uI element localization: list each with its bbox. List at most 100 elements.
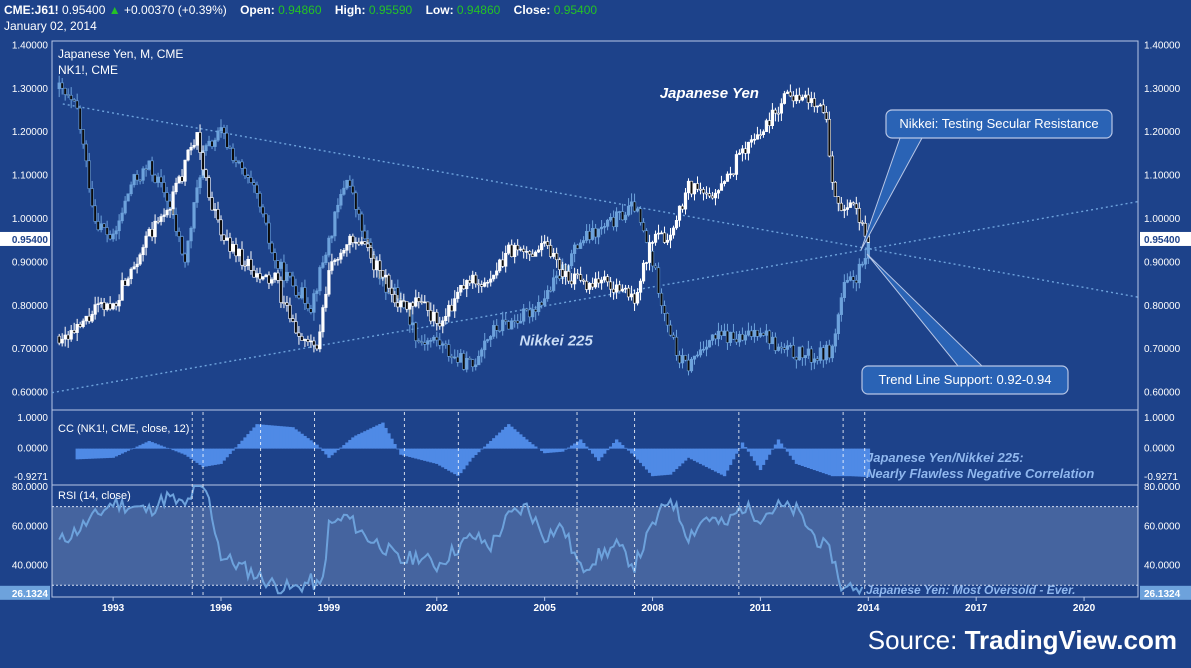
cc-tick-left: -0.9271 (14, 472, 48, 483)
cc-bar (117, 448, 121, 455)
yen-candle (354, 241, 358, 244)
cc-bar (800, 448, 805, 466)
nikkei-candle (324, 254, 328, 264)
nikkei-candle (495, 325, 499, 331)
nikkei-candle (716, 330, 721, 340)
y-tick-left: 0.90000 (12, 257, 49, 268)
yen-candle (93, 304, 97, 315)
cc-bar (791, 448, 796, 460)
cc-bar (159, 445, 163, 449)
cc-bar (522, 436, 526, 449)
y-tick-right: 0.80000 (1144, 301, 1181, 312)
nikkei-candle (653, 265, 658, 269)
x-tick-label: 2014 (857, 603, 880, 614)
cc-bar (240, 440, 244, 449)
yen-candle (671, 227, 676, 236)
cc-bar (567, 447, 571, 449)
y-tick-left: 1.40000 (12, 40, 49, 51)
cc-bar (558, 448, 562, 452)
nikkei-candle (438, 339, 442, 346)
nikkei-candle (692, 355, 697, 360)
cc-bar (504, 426, 508, 449)
source-name[interactable]: TradingView.com (964, 625, 1177, 655)
yen-candle (84, 315, 88, 322)
nikkei-candle (312, 293, 316, 313)
nikkei-candle (704, 346, 709, 350)
cc-bar (668, 448, 673, 475)
cc-bar (237, 444, 241, 449)
nikkei-candle (764, 330, 769, 336)
nikkei-candle (66, 94, 70, 96)
cc-bar (102, 448, 106, 459)
nikkei-candle (761, 332, 766, 336)
nikkei-candle (429, 340, 433, 342)
nikkei-candle (752, 329, 757, 337)
cc-bar (411, 448, 415, 458)
rsi-line (58, 485, 864, 596)
cc-bar (561, 448, 565, 452)
cc-bar (120, 448, 124, 454)
last-value-box-left (0, 231, 50, 246)
pane-border (51, 484, 1139, 598)
nikkei-candle (258, 192, 262, 208)
yen-candle (725, 173, 730, 182)
cc-bar (549, 448, 553, 453)
nikkei-candle (812, 358, 816, 363)
nikkei-candle (650, 250, 655, 267)
yen-candle (246, 259, 250, 266)
nikkei-candle (857, 263, 861, 284)
nikkei-candle (417, 340, 421, 342)
close-label: Close: (513, 3, 551, 17)
nikkei-candle (267, 222, 271, 244)
yen-candle (192, 145, 196, 148)
yen-candle (210, 197, 214, 211)
yen-candle (462, 285, 466, 290)
yen-candle (207, 177, 211, 198)
yen-candle (78, 323, 82, 327)
cc-bar (408, 448, 412, 458)
nikkei-candle (552, 277, 556, 291)
yen-candle (629, 293, 634, 298)
nikkei-candle (605, 219, 610, 227)
nikkei-candle (671, 334, 676, 338)
cc-bar (710, 448, 715, 471)
nikkei-candle (279, 261, 283, 269)
nikkei-candle (255, 184, 259, 194)
symbol[interactable]: CME:J61! (4, 3, 59, 17)
cc-bar (728, 448, 733, 465)
nikkei-candle (135, 174, 139, 181)
yen-candle (159, 216, 163, 222)
close-value: 0.95400 (553, 3, 598, 17)
y-tick-right: 1.00000 (1144, 214, 1181, 225)
yen-candle (180, 176, 184, 182)
rsi-tick-right: 80.0000 (1144, 482, 1181, 493)
cc-bar (171, 448, 175, 451)
cc-bar (692, 448, 697, 461)
cc-bar (489, 440, 493, 449)
yen-candle (315, 344, 319, 350)
nikkei-candle (120, 212, 124, 222)
cc-bar (150, 442, 154, 449)
cc-bar (219, 448, 223, 464)
nikkei-candle (291, 275, 295, 287)
nikkei-candle (668, 324, 673, 336)
cc-bar (144, 442, 148, 449)
yen-candle (638, 280, 643, 293)
yen-candle (174, 182, 178, 193)
cc-bar (315, 444, 319, 449)
nikkei-candle (504, 319, 508, 322)
cc-bar (399, 448, 403, 455)
nikkei-candle (695, 354, 700, 357)
cc-bar (432, 448, 436, 464)
cc-bar (90, 448, 94, 459)
yen-candle (719, 183, 724, 191)
cc-bar (282, 426, 286, 449)
yen-candle (492, 274, 496, 280)
cc-bar (210, 448, 214, 466)
cc-bar (216, 448, 220, 465)
yen-candle (189, 146, 193, 151)
nikkei-candle (87, 160, 91, 189)
cc-bar (576, 441, 580, 449)
cc-bar (279, 426, 283, 449)
